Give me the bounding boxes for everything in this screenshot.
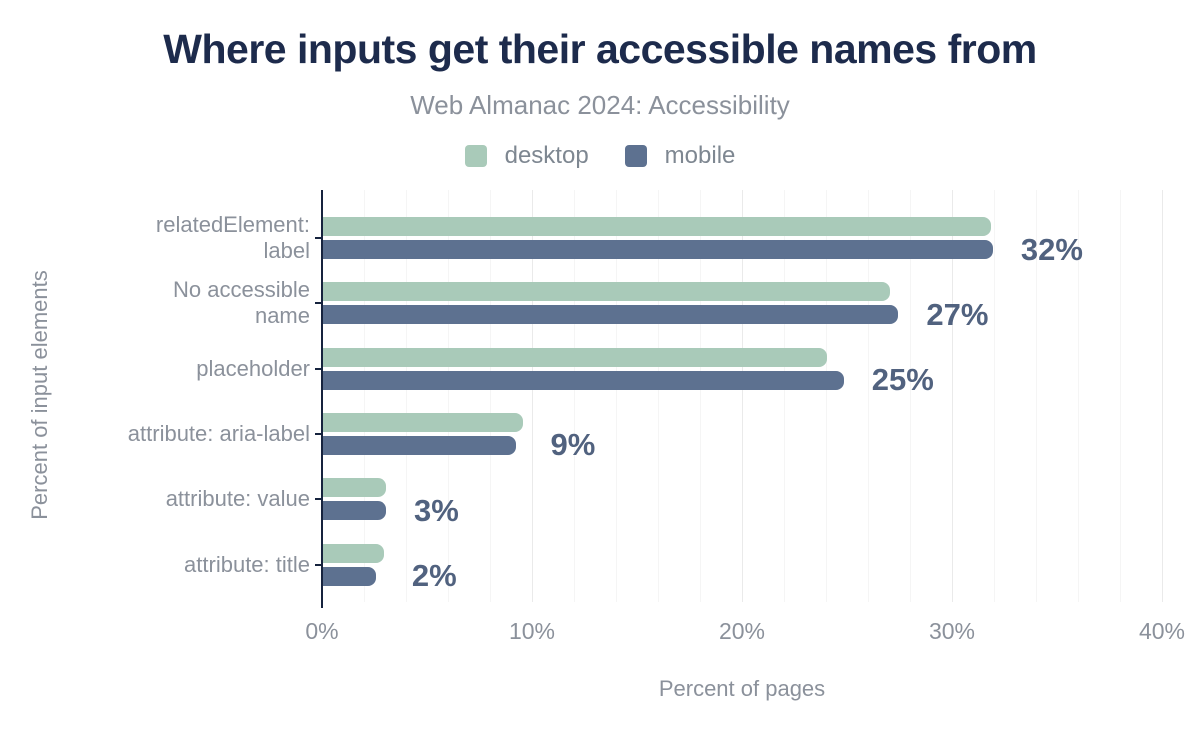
minor-gridline (1078, 190, 1079, 602)
category-label: relatedElement: label (155, 212, 310, 263)
major-gridline (1162, 190, 1163, 602)
bar-mobile-1 (323, 305, 899, 325)
category-label: attribute: aria-label (127, 420, 310, 446)
category-label: attribute: value (165, 486, 310, 512)
x-tick-label: 0% (305, 618, 339, 644)
x-axis-title: Percent of pages (658, 676, 826, 701)
minor-gridline (364, 190, 365, 602)
desktop-swatch-icon (464, 145, 487, 167)
category-label: placeholder (196, 355, 310, 381)
bar-desktop-0 (323, 217, 991, 236)
x-tick-label: 20% (718, 618, 766, 644)
y-axis-title: Percent of input elements (27, 270, 52, 520)
bar-mobile-2 (323, 370, 844, 390)
legend-item-desktop: desktop (464, 142, 589, 170)
major-gridline (952, 190, 953, 602)
legend: desktop mobile (0, 142, 1200, 170)
bar-desktop-4 (323, 478, 386, 498)
legend-label-desktop: desktop (504, 142, 589, 169)
y-axis-line (321, 190, 323, 608)
minor-gridline (784, 190, 785, 602)
chart-subtitle: Web Almanac 2024: Accessibility (410, 90, 790, 120)
bar-mobile-5 (323, 566, 376, 586)
bar-mobile-4 (323, 501, 386, 521)
value-label: 9% (550, 427, 596, 463)
minor-gridline (910, 190, 911, 602)
chart-title: Where inputs get their accessible names … (163, 26, 1037, 72)
mobile-swatch-icon (624, 145, 647, 167)
minor-gridline (616, 190, 617, 602)
x-tick-label: 30% (928, 618, 976, 644)
category-tick (315, 237, 321, 239)
minor-gridline (1120, 190, 1121, 602)
category-label: No accessible name (173, 277, 310, 329)
value-label: 3% (414, 492, 459, 528)
minor-gridline (1036, 190, 1037, 602)
minor-gridline (700, 190, 701, 602)
category-tick (315, 432, 321, 435)
value-label: 27% (926, 296, 989, 332)
minor-gridline (574, 190, 575, 602)
minor-gridline (490, 190, 491, 602)
bar-desktop-2 (323, 347, 827, 367)
legend-label-mobile: mobile (664, 142, 736, 169)
legend-item-mobile: mobile (624, 142, 736, 170)
bar-desktop-1 (323, 282, 890, 302)
value-label: 2% (411, 558, 457, 593)
category-tick (315, 498, 321, 501)
minor-gridline (658, 190, 659, 602)
bar-mobile-3 (323, 435, 517, 455)
minor-gridline (448, 190, 449, 602)
major-gridline (742, 190, 743, 602)
bar-mobile-0 (323, 240, 993, 259)
minor-gridline (868, 190, 869, 602)
category-tick (315, 563, 321, 566)
value-label: 25% (871, 362, 934, 398)
bar-desktop-5 (323, 543, 384, 563)
category-tick (315, 302, 321, 305)
bar-desktop-3 (323, 412, 523, 432)
major-gridline (532, 190, 533, 602)
minor-gridline (994, 190, 995, 602)
category-label: attribute: title (184, 551, 310, 577)
minor-gridline (826, 190, 827, 602)
x-tick-label: 10% (508, 618, 556, 644)
minor-gridline (406, 190, 407, 602)
value-label: 32% (1020, 231, 1083, 267)
x-tick-label: 40% (1138, 618, 1186, 644)
category-tick (315, 367, 321, 370)
